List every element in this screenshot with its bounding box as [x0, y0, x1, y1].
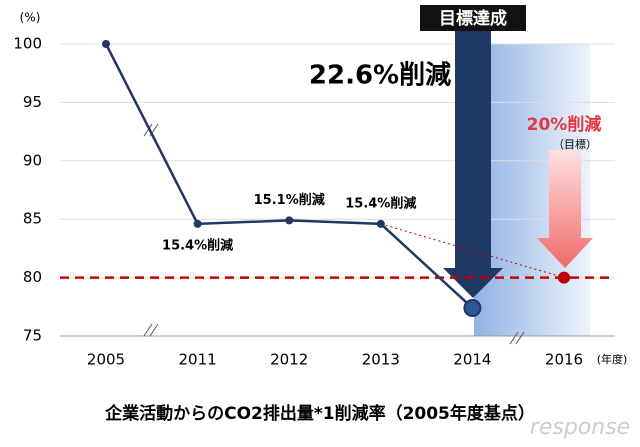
point-label: 15.4%削減: [345, 195, 416, 211]
y-tick-label: 95: [23, 93, 42, 111]
x-tick-label: 2005: [87, 351, 125, 369]
goal-note: （目標）: [553, 137, 597, 151]
point-label: 15.4%削減: [162, 237, 233, 253]
projection-line: [380, 223, 565, 279]
x-axis-label: (年度): [597, 352, 628, 366]
x-tick-label: 2016: [545, 351, 583, 369]
data-point: [285, 216, 294, 225]
y-tick-label: 75: [23, 327, 42, 345]
chart-title: 企業活動からのCO2排出量*1削減率（2005年度基点）: [104, 403, 535, 424]
x-tick-label: 2013: [362, 351, 400, 369]
reduction-arrow: [443, 30, 503, 298]
x-tick-label: 2011: [179, 351, 217, 369]
reduction-label: 22.6%削減: [309, 61, 451, 91]
data-point: [376, 219, 385, 228]
data-point: [463, 298, 482, 317]
goal-arrow: [537, 150, 593, 268]
y-axis-label: (%): [20, 11, 41, 25]
point-label: 15.1%削減: [254, 192, 325, 208]
watermark: response: [530, 415, 630, 440]
achieved-label: 目標達成: [439, 8, 507, 29]
achieved-box: [420, 5, 526, 31]
axis-break: [143, 123, 525, 345]
x-tick-label: 2012: [270, 351, 308, 369]
y-tick-label: 100: [13, 35, 42, 53]
target-point: [558, 271, 570, 284]
y-tick-label: 90: [23, 151, 42, 169]
x-tick-label: 2014: [453, 351, 491, 369]
data-point: [193, 219, 202, 228]
y-tick-label: 85: [23, 210, 42, 228]
y-tick-label: 80: [23, 268, 42, 286]
goal-label: 20%削減: [527, 114, 602, 135]
data-point: [102, 40, 110, 48]
